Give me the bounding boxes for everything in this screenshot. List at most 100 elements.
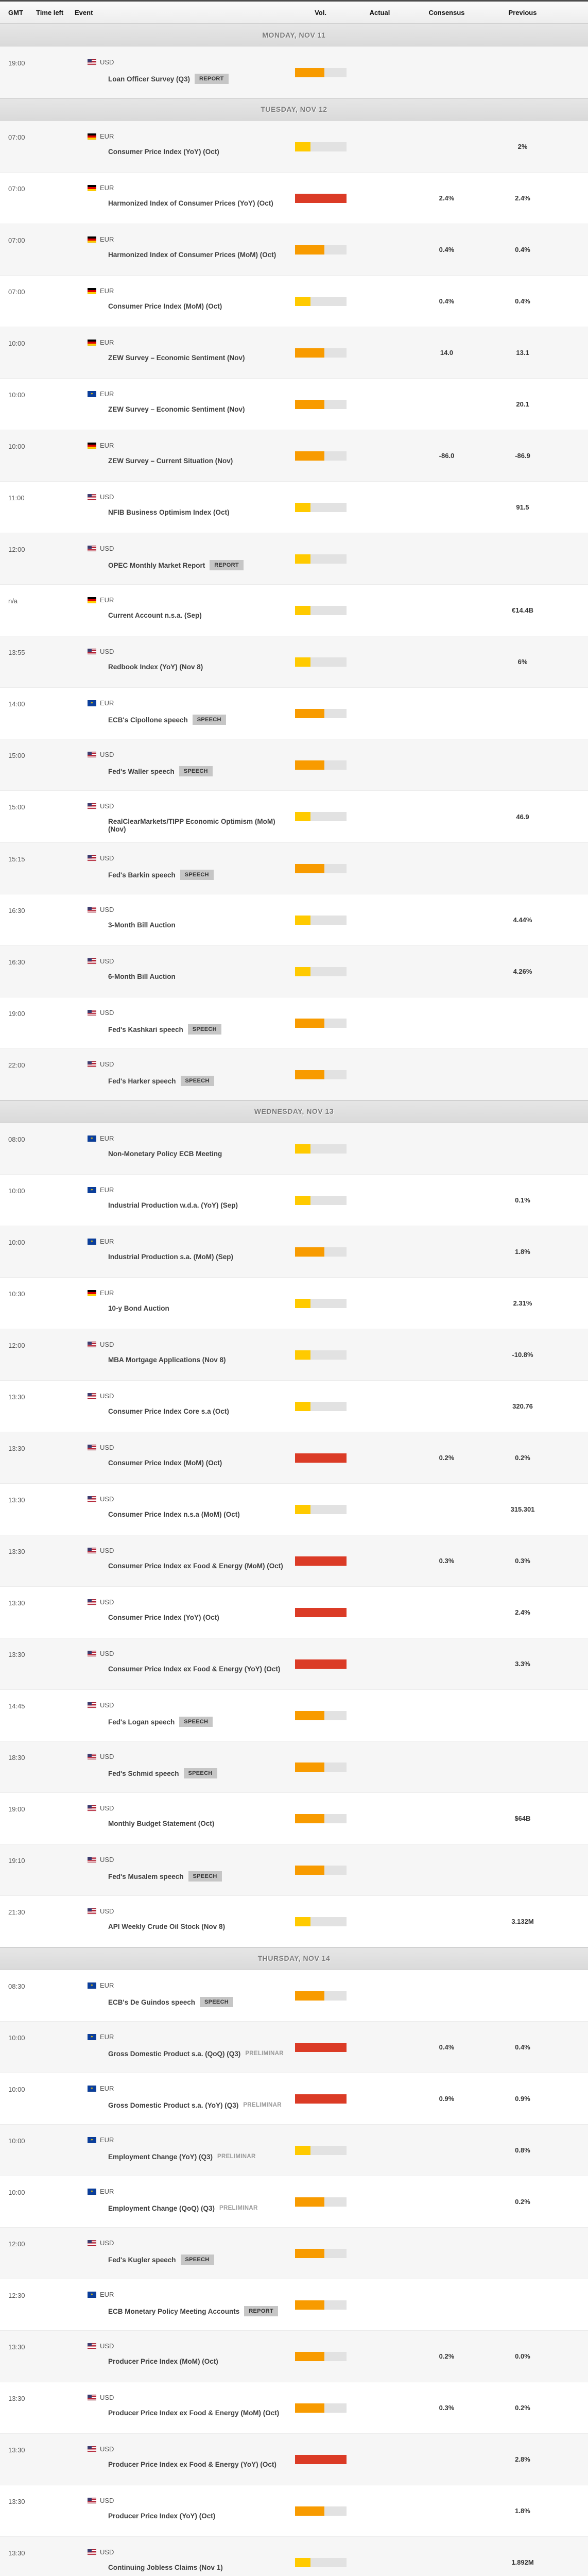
currency-line: USD <box>88 2548 291 2556</box>
gmt-time: 16:30 <box>8 907 25 914</box>
event-row[interactable]: 07:00 EUR Consumer Price Index (YoY) (Oct)… <box>0 121 588 172</box>
volatility-cell <box>291 2125 350 2176</box>
event-badge[interactable]: REPORT <box>210 560 244 570</box>
event-row[interactable]: 19:00 USD Loan Officer Survey (Q3) REPORT <box>0 46 588 98</box>
event-badge[interactable]: SPEECH <box>192 715 226 725</box>
event-badge[interactable]: SPEECH <box>188 1871 222 1882</box>
previous-cell: 2.8% <box>484 2434 561 2485</box>
event-row[interactable]: 13:30 USD Producer Price Index (MoM) (Oct)… <box>0 2330 588 2382</box>
event-row[interactable]: 13:30 USD Consumer Price Index (YoY) (Oct)… <box>0 1586 588 1638</box>
volatility-bar <box>295 2094 347 2104</box>
event-row[interactable]: 13:30 USD Consumer Price Index Core s.a (O… <box>0 1380 588 1432</box>
event-badge[interactable]: SPEECH <box>180 2255 214 2265</box>
consensus-cell <box>409 791 484 842</box>
event-title: Consumer Price Index ex Food & Energy (M… <box>108 1562 283 1570</box>
event-row[interactable]: 13:30 USD Consumer Price Index ex Food & E… <box>0 1535 588 1586</box>
event-row[interactable]: 13:30 USD Consumer Price Index (MoM) (Oct)… <box>0 1432 588 1483</box>
event-row[interactable]: 16:30 USD 3-Month Bill Auction 4.44% <box>0 894 588 945</box>
event-badge[interactable]: REPORT <box>244 2306 278 2316</box>
currency-label: USD <box>100 2394 114 2401</box>
currency-line: EUR <box>88 287 291 295</box>
event-cell: EUR Consumer Price Index (YoY) (Oct) <box>75 121 291 172</box>
previous-cell <box>484 739 561 790</box>
event-row[interactable]: n/a EUR Current Account n.s.a. (Sep) €14.4B <box>0 584 588 636</box>
event-row[interactable]: 14:00 EUR ECB's Cipollone speech SPEECH <box>0 687 588 739</box>
currency-line: USD <box>88 58 291 66</box>
event-row[interactable]: 12:30 EUR ECB Monetary Policy Meeting Acco… <box>0 2279 588 2330</box>
volatility-fill <box>295 1401 310 1411</box>
gmt-time: 13:30 <box>8 2395 25 2402</box>
event-row[interactable]: 12:00 USD MBA Mortgage Applications (Nov 8… <box>0 1329 588 1380</box>
event-row[interactable]: 10:00 EUR Industrial Production s.a. (MoM)… <box>0 1226 588 1277</box>
time-left <box>36 585 75 636</box>
event-row[interactable]: 10:00 EUR ZEW Survey – Economic Sentiment … <box>0 327 588 378</box>
event-row[interactable]: 10:00 EUR Industrial Production w.d.a. (Yo… <box>0 1174 588 1226</box>
event-row[interactable]: 10:00 EUR Gross Domestic Product s.a. (QoQ… <box>0 2021 588 2073</box>
volatility-fill <box>295 708 324 718</box>
currency-label: EUR <box>100 235 114 243</box>
event-title-line: API Weekly Crude Oil Stock (Nov 8) <box>108 1923 291 1930</box>
event-badge[interactable]: SPEECH <box>180 1076 214 1086</box>
volatility-bar <box>295 708 347 718</box>
event-row[interactable]: 16:30 USD 6-Month Bill Auction 4.26% <box>0 945 588 997</box>
event-badge[interactable]: SPEECH <box>180 870 214 880</box>
event-row[interactable]: 07:00 EUR Harmonized Index of Consumer Pri… <box>0 224 588 275</box>
event-row[interactable]: 13:55 USD Redbook Index (YoY) (Nov 8) 6% <box>0 636 588 687</box>
currency-label: USD <box>100 1701 114 1709</box>
event-row[interactable]: 10:00 EUR Employment Change (QoQ) (Q3) PREL… <box>0 2176 588 2227</box>
event-badge[interactable]: SPEECH <box>183 1768 217 1778</box>
time-left <box>36 1970 75 2021</box>
event-row[interactable]: 15:00 USD Fed's Waller speech SPEECH <box>0 739 588 790</box>
currency-line: EUR <box>88 338 291 346</box>
event-badge[interactable]: SPEECH <box>179 1717 213 1727</box>
event-row[interactable]: 12:00 USD Fed's Kugler speech SPEECH <box>0 2227 588 2279</box>
volatility-cell <box>291 224 350 275</box>
event-row[interactable]: 13:30 USD Consumer Price Index n.s.a (MoM)… <box>0 1483 588 1535</box>
event-row[interactable]: 15:00 USD RealClearMarkets/TIPP Economic O… <box>0 790 588 842</box>
currency-line: USD <box>88 1341 291 1348</box>
event-badge: PRELIMINAR <box>243 2102 282 2108</box>
event-row[interactable]: 12:00 USD OPEC Monthly Market Report REPORT <box>0 533 588 584</box>
event-row[interactable]: 13:30 USD Producer Price Index ex Food & E… <box>0 2382 588 2433</box>
event-row[interactable]: 13:30 USD Consumer Price Index ex Food & E… <box>0 1638 588 1689</box>
event-row[interactable]: 19:00 USD Fed's Kashkari speech SPEECH <box>0 997 588 1048</box>
event-row[interactable]: 21:30 USD API Weekly Crude Oil Stock (Nov … <box>0 1895 588 1947</box>
event-title-line: OPEC Monthly Market Report REPORT <box>108 560 291 570</box>
currency-label: USD <box>100 648 114 655</box>
previous-value: -86.9 <box>515 452 530 460</box>
event-cell: USD OPEC Monthly Market Report REPORT <box>75 533 291 584</box>
event-row[interactable]: 14:45 USD Fed's Logan speech SPEECH <box>0 1689 588 1741</box>
event-cell: USD RealClearMarkets/TIPP Economic Optimi… <box>75 791 291 842</box>
event-row[interactable]: 10:00 EUR Gross Domestic Product s.a. (YoY… <box>0 2073 588 2124</box>
event-row[interactable]: 08:30 EUR ECB's De Guindos speech SPEECH <box>0 1970 588 2021</box>
event-row[interactable]: 19:10 USD Fed's Musalem speech SPEECH <box>0 1844 588 1895</box>
event-cell: USD Fed's Waller speech SPEECH <box>75 739 291 790</box>
event-badge[interactable]: SPEECH <box>187 1024 221 1035</box>
event-row[interactable]: 10:00 EUR ZEW Survey – Economic Sentiment … <box>0 378 588 430</box>
event-badge[interactable]: SPEECH <box>200 1997 234 2007</box>
gmt-time: 10:00 <box>8 2034 25 2042</box>
time-left <box>36 276 75 327</box>
volatility-cell <box>291 791 350 842</box>
event-row[interactable]: 22:00 USD Fed's Harker speech SPEECH <box>0 1048 588 1100</box>
event-badge[interactable]: REPORT <box>195 74 229 84</box>
event-row[interactable]: 13:30 USD Producer Price Index ex Food & E… <box>0 2433 588 2485</box>
event-row[interactable]: 19:00 USD Monthly Budget Statement (Oct) $6… <box>0 1792 588 1844</box>
event-row[interactable]: 11:00 USD NFIB Business Optimism Index (Oc… <box>0 481 588 533</box>
event-row[interactable]: 10:00 EUR Employment Change (YoY) (Q3) PREL… <box>0 2124 588 2176</box>
volatility-cell <box>291 1381 350 1432</box>
volatility-fill <box>295 1710 324 1720</box>
event-row[interactable]: 07:00 EUR Harmonized Index of Consumer Pri… <box>0 172 588 224</box>
volatility-bar <box>295 967 347 976</box>
event-row[interactable]: 18:30 USD Fed's Schmid speech SPEECH <box>0 1741 588 1792</box>
event-row[interactable]: 10:00 EUR ZEW Survey – Current Situation (… <box>0 430 588 481</box>
event-badge[interactable]: SPEECH <box>179 766 213 776</box>
event-row[interactable]: 10:30 EUR 10-y Bond Auction 2.31% <box>0 1277 588 1329</box>
event-row[interactable]: 07:00 EUR Consumer Price Index (MoM) (Oct)… <box>0 275 588 327</box>
event-row[interactable]: 15:15 USD Fed's Barkin speech SPEECH <box>0 842 588 894</box>
event-row[interactable]: 13:30 USD Producer Price Index (YoY) (Oct)… <box>0 2485 588 2536</box>
event-title: Consumer Price Index n.s.a (MoM) (Oct) <box>108 1511 240 1518</box>
event-row[interactable]: 13:30 USD Continuing Jobless Claims (Nov 1… <box>0 2536 588 2576</box>
volatility-bar <box>295 2506 347 2516</box>
event-row[interactable]: 08:00 EUR Non-Monetary Policy ECB Meeting <box>0 1123 588 1174</box>
